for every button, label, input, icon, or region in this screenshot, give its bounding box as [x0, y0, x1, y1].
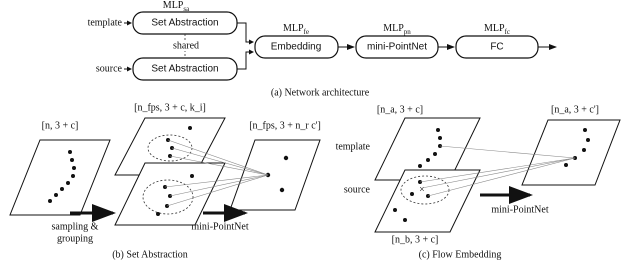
- input-label: template: [88, 17, 123, 28]
- caption: (a) Network architecture: [271, 87, 370, 98]
- connections: [164, 139, 269, 207]
- mlp-sub: pn: [404, 28, 412, 36]
- shape-label: [n_a, 3 + c]: [377, 104, 423, 115]
- step-label: mini-PointNet: [491, 204, 548, 215]
- mlp-label: MLPfc: [484, 23, 510, 35]
- mlp-sub: fe: [304, 28, 309, 36]
- arrow: [237, 22, 254, 45]
- group-ball: [147, 134, 193, 162]
- set-abstraction-panel: [n, 3 + c] [n_fps, 3 + c, k_i] [n_fps, 3…: [9, 102, 321, 260]
- plane: [229, 139, 321, 211]
- mlp-sub: fc: [505, 28, 510, 36]
- label-bg: [168, 40, 204, 51]
- flow-embedding-panel: template × source [n_b, 3 + c] [n_a, 3 +…: [336, 104, 621, 260]
- connections: [419, 145, 576, 197]
- step-label: mini-PointNet: [191, 221, 248, 232]
- box-label: mini-PointNet: [367, 42, 427, 53]
- mlp-base: MLP: [283, 23, 304, 34]
- shape-label: [n, 3 + c]: [42, 120, 79, 131]
- box-label: Embedding: [271, 42, 322, 53]
- step-label: sampling &: [52, 221, 99, 232]
- group-ball: [400, 175, 450, 205]
- step-label: grouping: [57, 233, 93, 244]
- mlp-label: MLPpn: [383, 23, 411, 35]
- group-ball: [142, 179, 194, 215]
- mlp-label: MLPfe: [283, 23, 309, 35]
- plane-label: source: [344, 184, 371, 195]
- shape-label: [n_b, 3 + c]: [392, 234, 439, 245]
- query-point: ×: [419, 184, 425, 195]
- mlp-base: MLP: [163, 0, 184, 11]
- shape-label: [n_fps, 3 + c, k_i]: [134, 102, 206, 113]
- box-label: Set Abstraction: [151, 18, 218, 29]
- points: [48, 150, 76, 203]
- shape-label: [n_fps, 3 + n_r c']: [249, 120, 321, 131]
- arrow: [237, 49, 254, 70]
- box-label: Set Abstraction: [151, 64, 218, 75]
- mlp-base: MLP: [383, 23, 404, 34]
- shape-label: [n_a, 3 + c']: [551, 104, 599, 115]
- mlp-label: MLPsa: [163, 0, 190, 12]
- plane: [521, 119, 621, 186]
- plane: [374, 169, 481, 233]
- plane: [9, 139, 111, 216]
- caption: (c) Flow Embedding: [419, 249, 502, 260]
- caption: (b) Set Abstraction: [112, 249, 188, 260]
- box-label: FC: [490, 42, 503, 53]
- input-label: source: [96, 63, 123, 74]
- shared-label: shared: [173, 40, 199, 51]
- plane-label: template: [336, 141, 371, 152]
- mlp-sub: sa: [183, 5, 190, 13]
- network-architecture: template source MLPsa Set Abstraction Se…: [88, 0, 557, 98]
- mlp-base: MLP: [484, 23, 505, 34]
